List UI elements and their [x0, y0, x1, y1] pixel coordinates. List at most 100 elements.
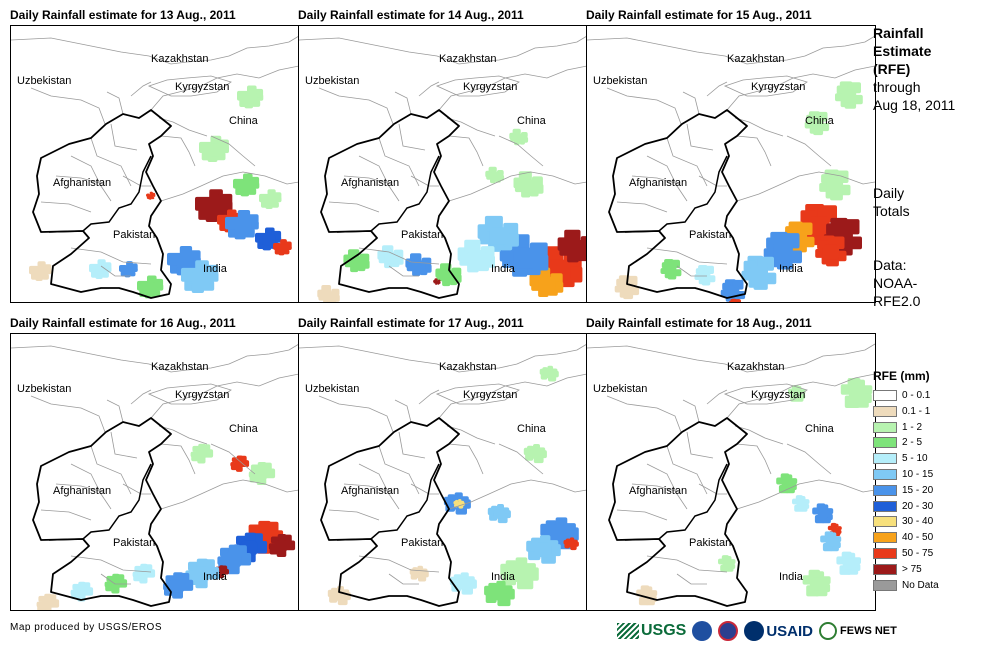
country-label-india: India: [491, 571, 516, 583]
country-label-uzbekistan: Uzbekistan: [305, 383, 359, 395]
afghanistan-pakistan-border: [624, 155, 728, 233]
map-credit: Map produced by USGS/EROS: [10, 622, 163, 633]
map-panel-4: Daily Rainfall estimate for 16 Aug., 201…: [10, 316, 300, 621]
fewsnet-logo-text: FEWS NET: [840, 625, 897, 637]
rainfall-cell: [809, 577, 825, 591]
legend-item: 0.1 - 1: [873, 405, 930, 418]
province-boundary: [631, 175, 680, 185]
side-data-line: RFE2.0: [873, 293, 921, 309]
usgs-wave-icon: [617, 623, 639, 639]
province-boundaries: [299, 35, 587, 277]
legend-label: 2 - 5: [902, 437, 923, 449]
usgs-logo-text: USGS: [641, 622, 687, 639]
rainfall-cell: [721, 555, 729, 562]
province-boundary: [410, 175, 439, 187]
country-boundary: [160, 479, 299, 510]
province-boundary: [318, 87, 394, 125]
rainfall-cell: [847, 378, 861, 389]
rainfall-cell: [240, 180, 254, 192]
province-boundary: [418, 81, 440, 97]
legend-item: 10 - 15: [873, 468, 933, 481]
country-boundary: [723, 75, 808, 97]
rainfall-cell: [665, 265, 677, 275]
rainfall-cell: [195, 449, 207, 459]
rainfall-cell: [822, 244, 840, 260]
country-boundary: [150, 373, 299, 419]
legend-item: 20 - 30: [873, 500, 933, 513]
side-title-line: Estimate: [873, 43, 932, 59]
rainfall-cell: [795, 495, 803, 502]
afghanistan-pakistan-border: [336, 463, 440, 541]
country-label-uzbekistan: Uzbekistan: [17, 75, 71, 87]
rainfall-cell: [534, 542, 552, 558]
rainfall-cell: [219, 565, 224, 570]
usaid-seal-icon: [744, 621, 765, 641]
province-boundary: [734, 117, 784, 137]
rainfall-map: Kazakhstan Uzbekistan Kyrgyzstan China Afgha…: [10, 25, 300, 303]
province-boundary: [734, 425, 784, 445]
rainfall-cell: [544, 370, 554, 378]
legend-item: 50 - 75: [873, 547, 933, 560]
province-boundaries: [587, 35, 875, 277]
afghanistan-pakistan-border: [48, 463, 152, 541]
province-boundary: [70, 155, 112, 202]
rainfall-cell: [567, 540, 575, 548]
rainfall-cell: [491, 587, 507, 601]
rainfall-cell: [796, 500, 806, 508]
rainfall-cell: [521, 179, 537, 193]
rainfall-cell: [137, 569, 149, 579]
legend-label: 5 - 10: [902, 453, 928, 465]
rainfall-cell: [173, 572, 184, 581]
legend-label: > 75: [902, 563, 922, 575]
country-outline: [320, 109, 460, 299]
country-label-pakistan: Pakistan: [689, 537, 731, 549]
country-label-china: China: [517, 423, 547, 435]
province-boundary: [130, 81, 152, 97]
legend-item: 5 - 10: [873, 452, 928, 465]
rainfall-cell: [488, 166, 497, 174]
rainfall-cell: [384, 252, 398, 264]
rainfall-cell: [207, 143, 223, 157]
province-boundary: [100, 573, 131, 585]
country-boundary: [726, 65, 875, 111]
province-boundary: [343, 175, 392, 185]
rainfall-cell: [831, 526, 839, 534]
rainfall-cell: [780, 473, 790, 481]
province-boundary: [682, 91, 700, 115]
rainfall-cell: [148, 194, 154, 198]
country-boundary: [723, 383, 808, 405]
country-label-kazakhstan: Kazakhstan: [439, 361, 496, 373]
country-label-kyrgyzstan: Kyrgyzstan: [463, 389, 517, 401]
rainfall-cell: [244, 92, 258, 104]
rainfall-cell: [278, 244, 288, 252]
province-boundary: [388, 265, 419, 277]
country-outline: [320, 417, 460, 607]
province-boundary: [498, 135, 544, 167]
province-boundary: [616, 509, 668, 521]
legend-label: 0.1 - 1: [902, 405, 931, 417]
map-panel-6: Daily Rainfall estimate for 18 Aug., 201…: [586, 316, 876, 621]
country-boundary: [726, 373, 875, 419]
country-label-kazakhstan: Kazakhstan: [727, 361, 784, 373]
province-boundary: [343, 483, 392, 493]
province-boundary: [448, 135, 484, 167]
country-boundary: [435, 383, 520, 405]
rainfall-cell: [274, 540, 288, 552]
country-label-pakistan: Pakistan: [113, 537, 155, 549]
side-through: through: [873, 79, 921, 95]
panel-title: Daily Rainfall estimate for 17 Aug., 201…: [298, 316, 524, 330]
legend-swatch: [873, 500, 897, 512]
rainfall-cell: [144, 282, 158, 294]
province-boundary: [786, 443, 832, 475]
province-boundary: [666, 445, 708, 495]
rainfall-cell: [124, 266, 134, 274]
country-boundary: [435, 75, 520, 97]
rainfall-cell: [192, 566, 210, 582]
province-boundary: [410, 483, 439, 495]
legend-label: 1 - 2: [902, 421, 923, 433]
side-data-line: Data:: [873, 257, 907, 273]
province-boundary: [446, 117, 496, 137]
country-label-afghanistan: Afghanistan: [629, 177, 687, 189]
province-boundaries: [299, 343, 587, 585]
legend-label: 20 - 30: [902, 500, 934, 512]
